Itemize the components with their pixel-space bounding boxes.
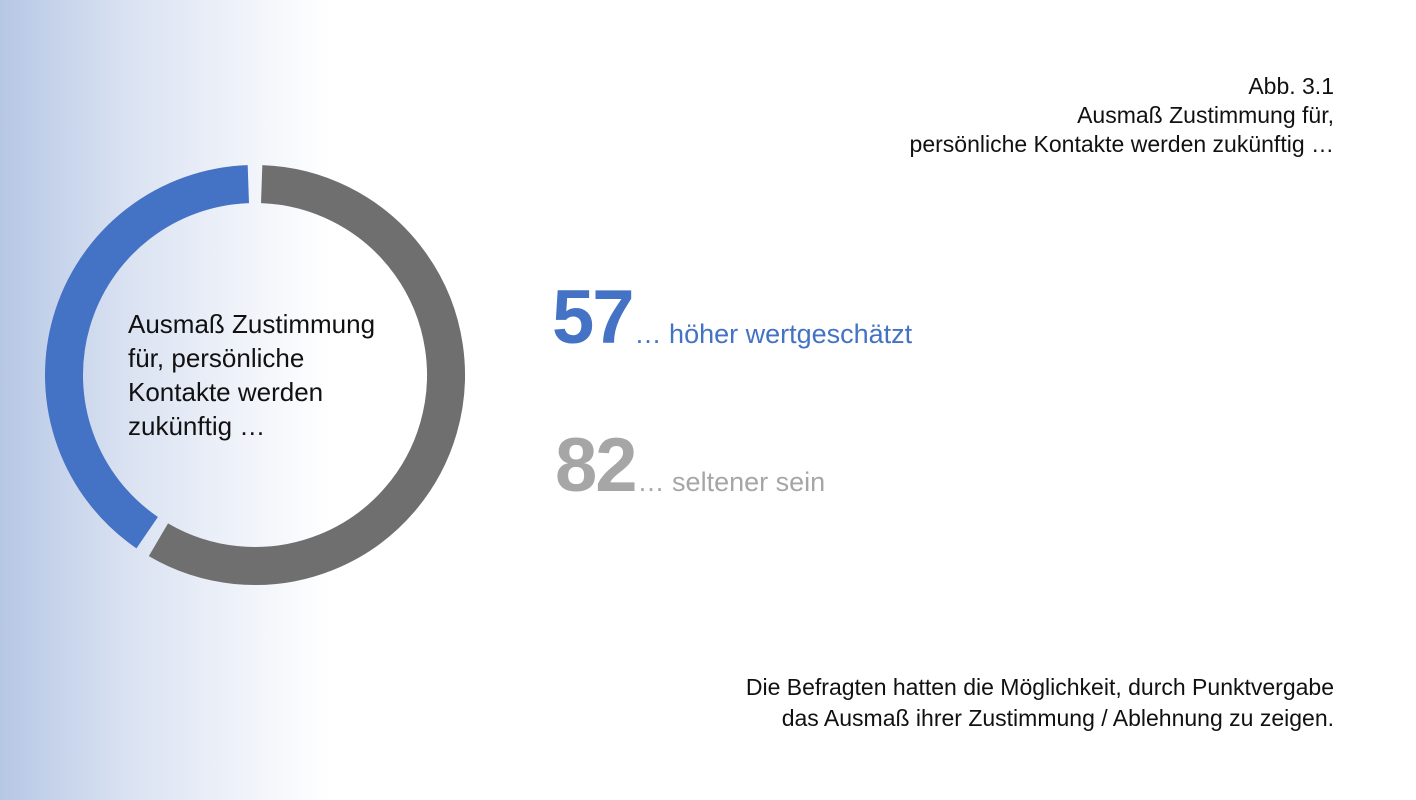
footnote-line-2: das Ausmaß ihrer Zustimmung / Ablehnung … <box>781 705 1334 731</box>
footnote: Die Befragten hatten die Möglichkeit, du… <box>574 672 1334 734</box>
donut-chart <box>45 165 465 585</box>
figure-title: Abb. 3.1 Ausmaß Zustimmung für, persönli… <box>634 72 1334 159</box>
stat-higher-valued-text: … höher wertgeschätzt <box>634 319 913 349</box>
stat-higher-valued-number: 57 <box>552 275 635 360</box>
stat-higher-valued: 57 … höher wertgeschätzt <box>552 274 912 361</box>
donut-center-label: Ausmaß Zustimmung für, persönliche Konta… <box>128 307 418 443</box>
stat-less-frequent-text: … seltener sein <box>637 467 826 497</box>
donut-slice-2 <box>148 165 465 585</box>
donut-center-label-line-3: Kontakte werden <box>128 377 324 407</box>
figure-title-line-3: persönliche Kontakte werden zukünftig … <box>909 131 1334 157</box>
stat-less-frequent-number: 82 <box>555 423 638 508</box>
figure-number: Abb. 3.1 <box>1248 73 1334 99</box>
figure-title-line-2: Ausmaß Zustimmung für, <box>1077 102 1334 128</box>
donut-center-label-line-2: für, persönliche <box>128 343 305 373</box>
footnote-line-1: Die Befragten hatten die Möglichkeit, du… <box>745 674 1334 700</box>
donut-center-label-line-4: zukünftig … <box>128 411 266 441</box>
stat-less-frequent: 82 … seltener sein <box>555 422 825 509</box>
donut-slice-1 <box>45 165 250 549</box>
donut-center-label-line-1: Ausmaß Zustimmung <box>128 309 376 339</box>
